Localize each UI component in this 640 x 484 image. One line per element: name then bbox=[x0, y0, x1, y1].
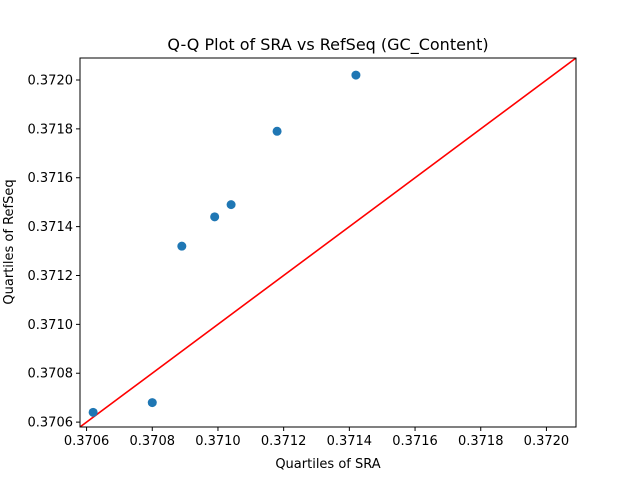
y-tick-label-5: 0.3714 bbox=[28, 220, 74, 235]
y-tick-label-8: 0.3720 bbox=[28, 73, 74, 88]
x-tick-label-1: 0.3706 bbox=[64, 434, 110, 449]
data-point-7 bbox=[351, 70, 361, 80]
y-axis-label: Quartiles of RefSeq bbox=[2, 179, 17, 304]
x-tick-label-4: 0.3712 bbox=[261, 434, 307, 449]
x-tick-label-3: 0.3710 bbox=[195, 434, 241, 449]
reference-line bbox=[80, 58, 576, 427]
x-tick-label-2: 0.3708 bbox=[130, 434, 176, 449]
data-point-3 bbox=[177, 241, 187, 251]
plot-area bbox=[80, 58, 576, 427]
data-point-4 bbox=[210, 212, 220, 222]
data-point-2 bbox=[147, 398, 157, 408]
x-axis: 0.3706 0.3708 0.3710 0.3712 0.3714 0.3716 0.37… bbox=[64, 427, 569, 449]
y-tick-label-4: 0.3712 bbox=[28, 269, 74, 284]
y-tick-label-1: 0.3706 bbox=[28, 416, 74, 431]
x-tick-label-7: 0.3718 bbox=[458, 434, 504, 449]
y-axis: 0.3706 0.3708 0.3710 0.3712 0.3714 0.3716 0.37… bbox=[28, 73, 80, 431]
x-tick-label-8: 0.3720 bbox=[524, 434, 570, 449]
x-tick-label-6: 0.3716 bbox=[392, 434, 438, 449]
x-axis-label: Quartiles of SRA bbox=[275, 457, 380, 472]
y-tick-label-3: 0.3710 bbox=[28, 318, 74, 333]
chart-title: Q-Q Plot of SRA vs RefSeq (GC_Content) bbox=[167, 35, 488, 55]
data-point-5 bbox=[226, 200, 236, 210]
y-tick-label-7: 0.3718 bbox=[28, 122, 74, 137]
y-tick-label-6: 0.3716 bbox=[28, 171, 74, 186]
data-point-6 bbox=[272, 126, 282, 136]
data-point-1 bbox=[88, 407, 98, 417]
x-tick-label-5: 0.3714 bbox=[327, 434, 373, 449]
y-tick-label-2: 0.3708 bbox=[28, 367, 74, 382]
axes-frame bbox=[79, 57, 577, 428]
